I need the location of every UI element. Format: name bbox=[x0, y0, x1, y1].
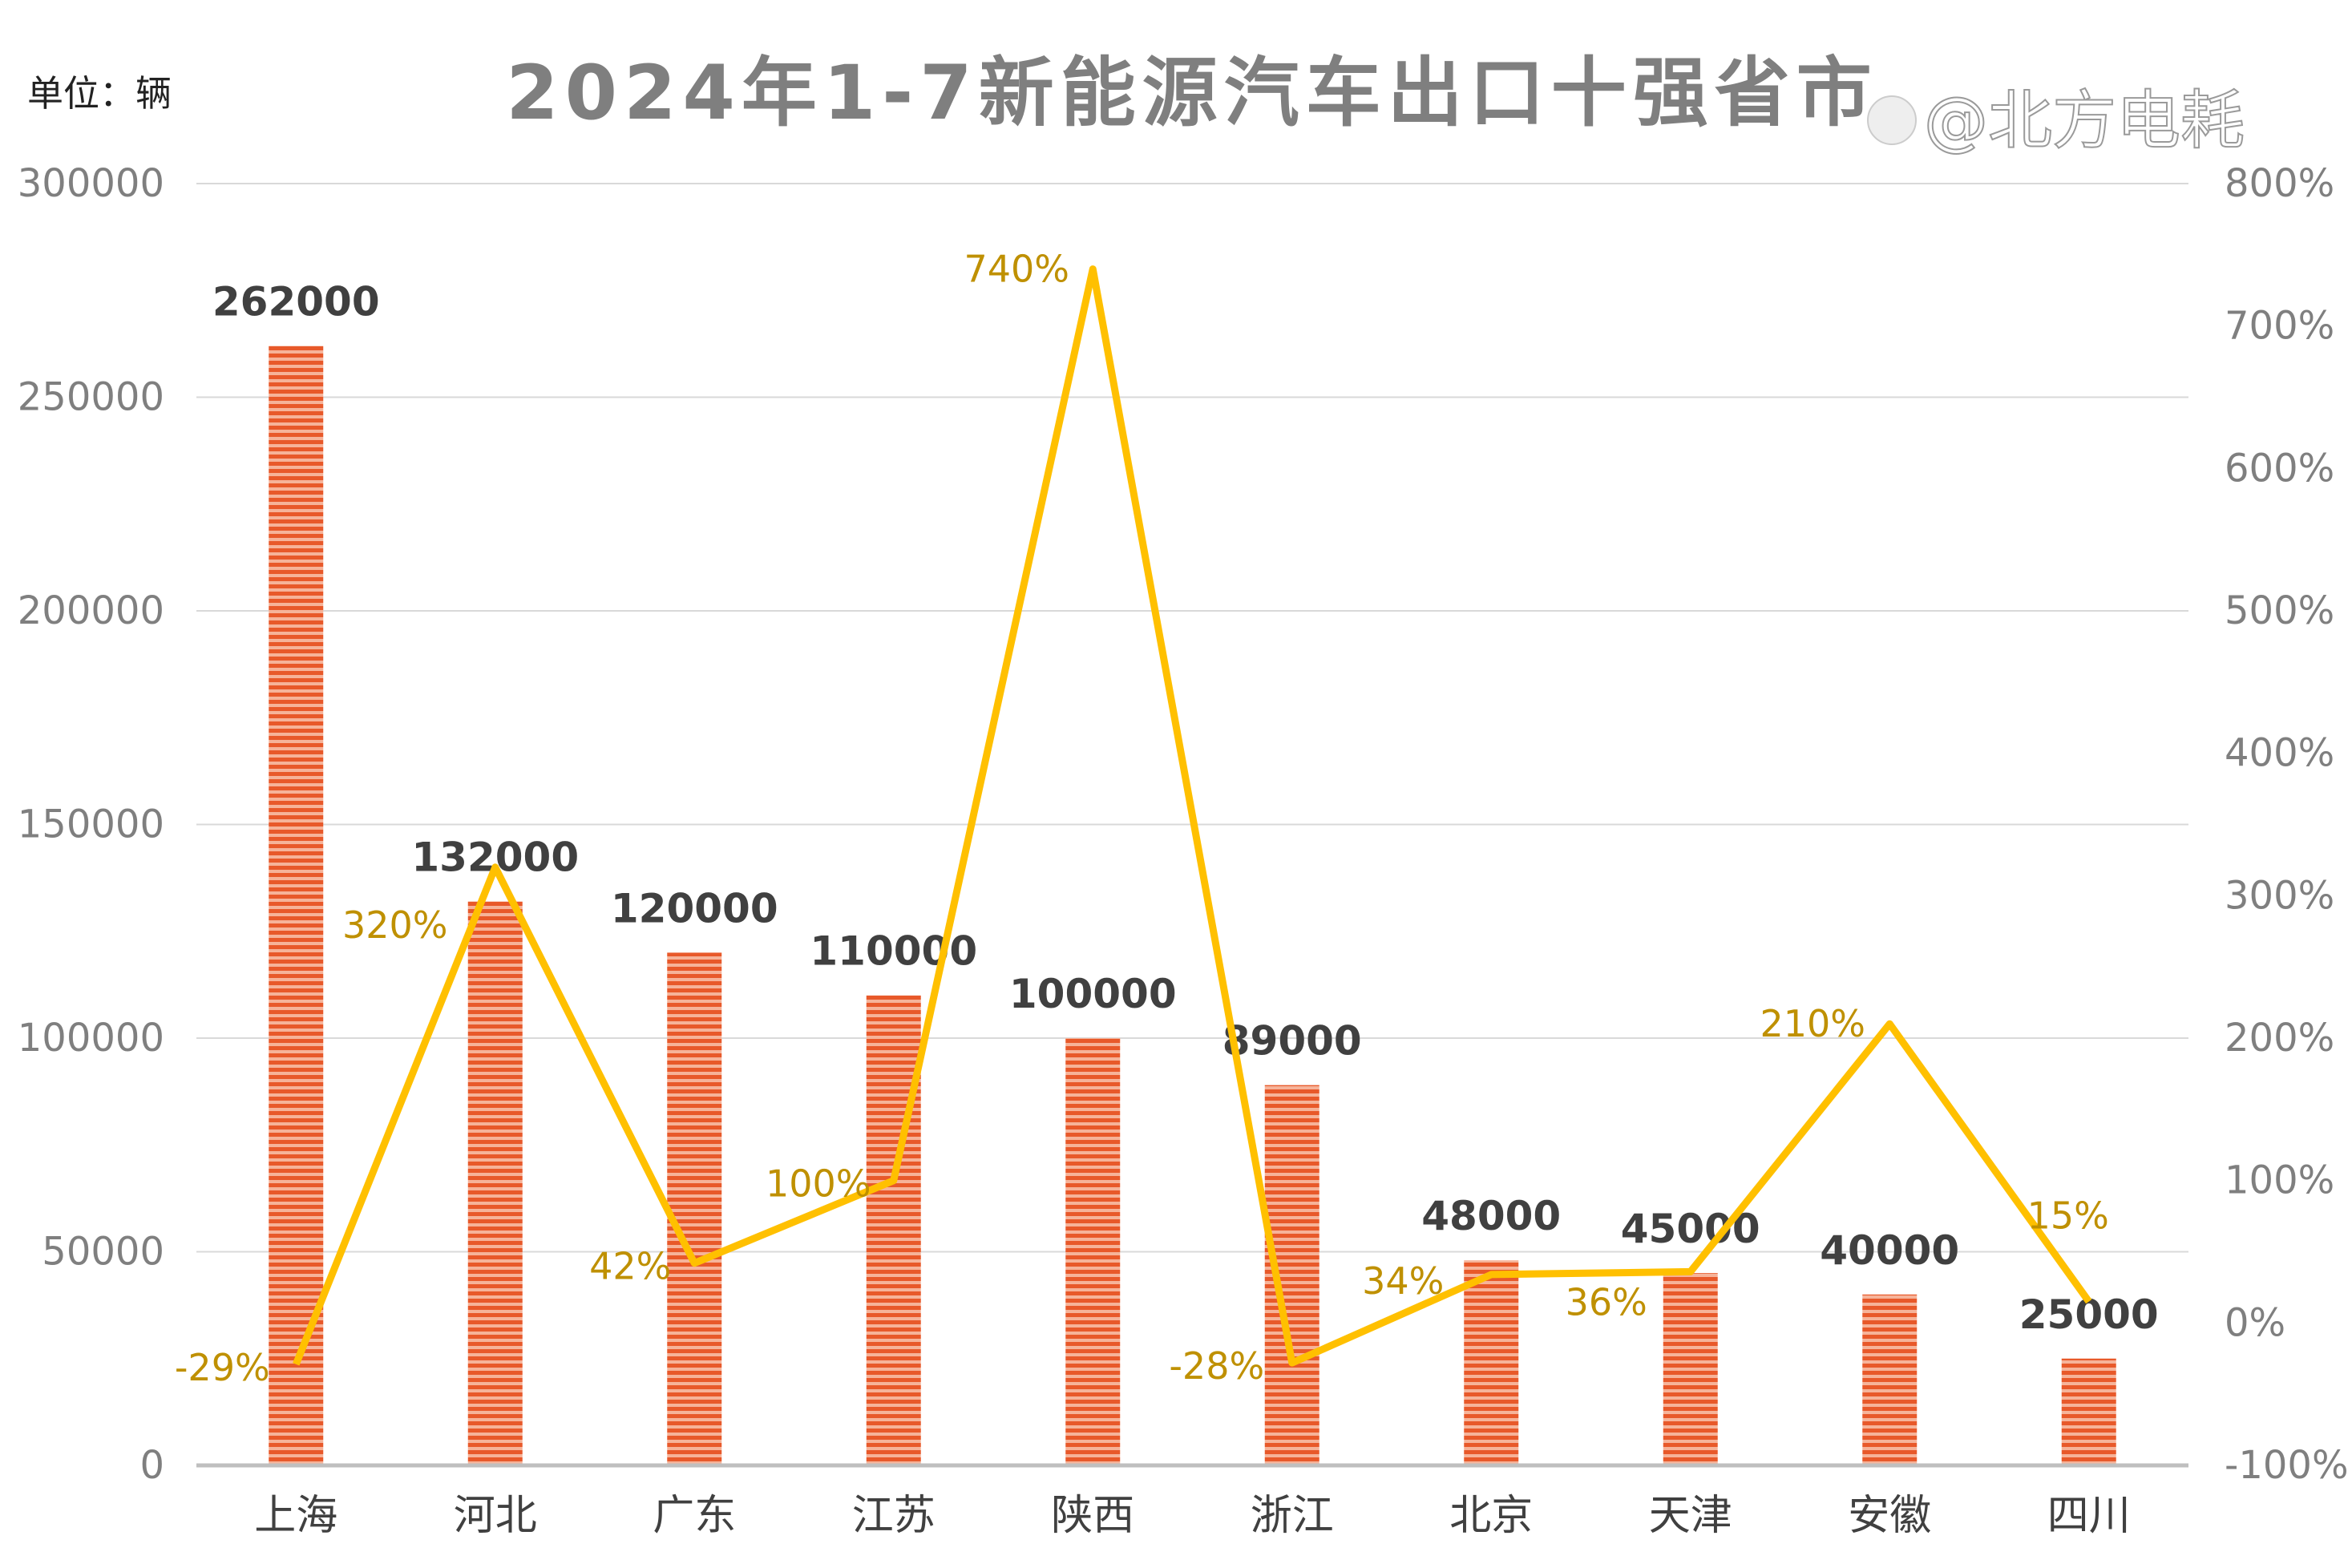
category-label: 陕西 bbox=[1051, 1492, 1134, 1540]
right-tick-label: 100% bbox=[2225, 1158, 2334, 1203]
line-value-label: 42% bbox=[589, 1245, 671, 1288]
baidu-logo-icon bbox=[1867, 95, 1917, 145]
category-label: 北京 bbox=[1449, 1492, 1533, 1540]
bar bbox=[1862, 1294, 1918, 1465]
category-label: 四川 bbox=[2047, 1492, 2131, 1540]
growth-line bbox=[293, 265, 2092, 1367]
left-tick-label: 200000 bbox=[18, 588, 164, 633]
line-value-label: 740% bbox=[964, 248, 1069, 291]
bar bbox=[1663, 1273, 1718, 1465]
category-label: 安徽 bbox=[1848, 1492, 1931, 1540]
left-tick-label: 300000 bbox=[18, 161, 164, 206]
bar bbox=[467, 901, 523, 1465]
right-tick-label: -100% bbox=[2225, 1443, 2349, 1488]
right-tick-label: 200% bbox=[2225, 1016, 2334, 1061]
bar-value-label: 89000 bbox=[1222, 1018, 1362, 1065]
bar bbox=[866, 995, 921, 1465]
line-value-label: 36% bbox=[1566, 1280, 1647, 1324]
bar bbox=[1464, 1260, 1519, 1465]
left-tick-label: 150000 bbox=[18, 802, 164, 847]
bar-value-label: 120000 bbox=[611, 885, 778, 932]
category-label: 广东 bbox=[653, 1492, 736, 1540]
right-tick-label: 300% bbox=[2225, 873, 2334, 918]
right-tick-label: 700% bbox=[2225, 304, 2334, 349]
category-label: 浙江 bbox=[1251, 1492, 1334, 1540]
bar bbox=[269, 346, 324, 1465]
chart-title: 2024年1-7新能源汽车出口十强省市 bbox=[506, 50, 1878, 137]
category-label: 天津 bbox=[1649, 1492, 1732, 1540]
right-tick-label: 800% bbox=[2225, 161, 2334, 206]
category-label: 河北 bbox=[454, 1492, 537, 1540]
line-value-label: 210% bbox=[1760, 1002, 1865, 1045]
bar-value-label: 40000 bbox=[1820, 1227, 1959, 1274]
line-value-label: 100% bbox=[766, 1162, 871, 1206]
bar-value-label: 100000 bbox=[1009, 971, 1177, 1017]
line-value-label: -28% bbox=[1169, 1344, 1264, 1388]
watermark: @北方电耗 bbox=[1924, 83, 2245, 158]
category-label: 江苏 bbox=[852, 1492, 936, 1540]
left-tick-label: 100000 bbox=[18, 1016, 164, 1061]
bar-value-label: 110000 bbox=[810, 928, 977, 975]
right-tick-label: 400% bbox=[2225, 731, 2334, 776]
bar bbox=[2061, 1358, 2116, 1465]
right-tick-label: 0% bbox=[2225, 1300, 2285, 1345]
left-tick-label: 250000 bbox=[18, 375, 164, 420]
line-value-label: 34% bbox=[1362, 1259, 1444, 1303]
bar-value-label: 48000 bbox=[1421, 1193, 1561, 1239]
bar-value-label: 262000 bbox=[212, 279, 380, 325]
line-value-label: -29% bbox=[175, 1346, 270, 1389]
right-tick-label: 500% bbox=[2225, 588, 2334, 633]
line-value-label: 15% bbox=[2027, 1194, 2109, 1238]
left-tick-label: 50000 bbox=[42, 1230, 164, 1275]
bar bbox=[667, 952, 722, 1465]
line-value-label: 320% bbox=[342, 903, 448, 947]
unit-label: 单位：辆 bbox=[27, 72, 172, 115]
right-tick-label: 600% bbox=[2225, 446, 2334, 491]
left-tick-label: 0 bbox=[139, 1443, 164, 1488]
bar bbox=[1065, 1038, 1121, 1465]
category-label: 上海 bbox=[254, 1492, 337, 1540]
